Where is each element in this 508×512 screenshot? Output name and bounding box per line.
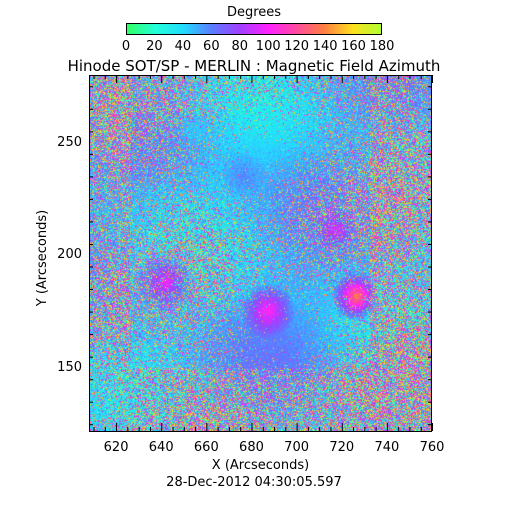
x-tick-label: 760 <box>419 440 445 455</box>
x-tick-label: 620 <box>103 440 129 455</box>
azimuth-map <box>90 76 431 431</box>
colorbar <box>126 23 382 35</box>
x-tick-label: 740 <box>374 440 400 455</box>
y-tick-label: 150 <box>57 359 82 375</box>
colorbar-tick-label: 60 <box>203 39 220 54</box>
colorbar-tick-label: 120 <box>284 39 310 54</box>
x-tick-label: 700 <box>284 440 309 455</box>
x-tick-label: 720 <box>329 440 355 455</box>
colorbar-title: Degrees <box>226 5 282 20</box>
colorbar-tick-label: 100 <box>255 39 281 54</box>
timestamp: 28-Dec-2012 04:30:05.597 <box>166 475 342 490</box>
y-tick-label: 200 <box>57 247 82 263</box>
y-axis-title: Y (Arcseconds) <box>35 209 50 307</box>
y-tick-label: 250 <box>57 134 82 150</box>
x-tick-label: 680 <box>239 440 264 455</box>
x-tick-label: 640 <box>148 440 174 455</box>
colorbar-tick-label: 40 <box>174 39 192 54</box>
colorbar-tick-label: 180 <box>369 39 395 54</box>
colorbar-ticks: 0 20 40 60 80 100 120 140 160 180 <box>0 0 508 60</box>
plot-frame <box>89 75 432 432</box>
colorbar-tick-label: 140 <box>312 39 338 54</box>
colorbar-tick-label: 80 <box>231 39 249 54</box>
x-tick-label: 660 <box>193 440 219 455</box>
colorbar-tick-label: 20 <box>146 39 163 54</box>
colorbar-tick-label: 160 <box>341 39 366 54</box>
x-axis-title: X (Arcseconds) <box>211 458 310 473</box>
colorbar-tick-label: 0 <box>121 39 131 54</box>
plot-title: Hinode SOT/SP - MERLIN : Magnetic Field … <box>67 57 441 75</box>
